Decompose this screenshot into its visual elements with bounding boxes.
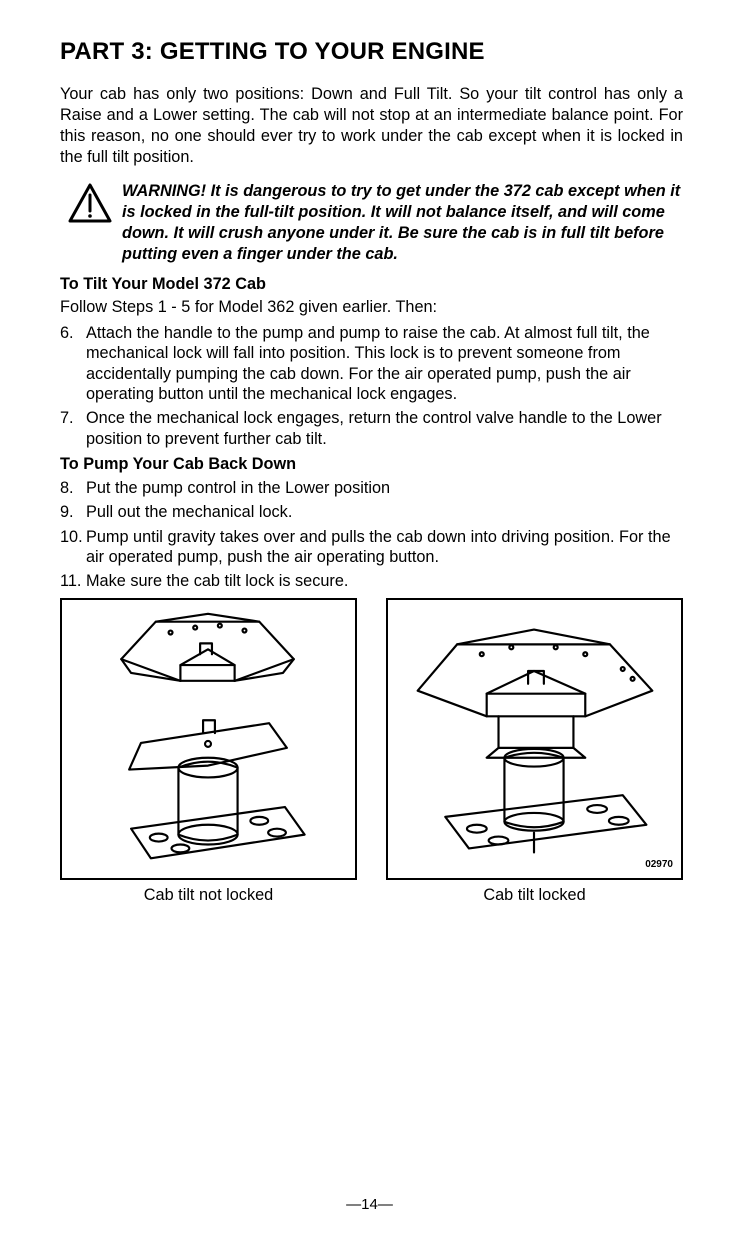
step-number: 11. [60, 571, 86, 591]
step-text: Put the pump control in the Lower positi… [86, 478, 683, 498]
step-number: 9. [60, 502, 86, 522]
down-steps: 8. Put the pump control in the Lower pos… [60, 478, 683, 592]
figure-left-caption: Cab tilt not locked [60, 886, 357, 905]
step-number: 8. [60, 478, 86, 498]
step-text: Make sure the cab tilt lock is secure. [86, 571, 683, 591]
figure-right-caption: Cab tilt locked [386, 886, 683, 905]
list-item: 7. Once the mechanical lock engages, ret… [60, 408, 683, 449]
part-title: PART 3: GETTING TO YOUR ENGINE [60, 38, 683, 66]
diagram-cab-tilt-not-locked-icon [62, 600, 355, 878]
step-text: Once the mechanical lock engages, return… [86, 408, 683, 449]
down-heading: To Pump Your Cab Back Down [60, 455, 683, 474]
page-container: PART 3: GETTING TO YOUR ENGINE Your cab … [0, 0, 739, 1241]
intro-paragraph: Your cab has only two positions: Down an… [60, 84, 683, 167]
step-number: 7. [60, 408, 86, 449]
figure-left: Cab tilt not locked [60, 598, 357, 905]
diagram-cab-tilt-locked-icon [388, 600, 681, 878]
tilt-steps: 6. Attach the handle to the pump and pum… [60, 323, 683, 449]
tilt-lead: Follow Steps 1 - 5 for Model 362 given e… [60, 298, 683, 317]
step-text: Pull out the mechanical lock. [86, 502, 683, 522]
figure-left-box [60, 598, 357, 880]
step-text: Pump until gravity takes over and pulls … [86, 527, 683, 568]
warning-block: WARNING! It is dangerous to try to get u… [60, 181, 683, 264]
figures-row: Cab tilt not locked [60, 598, 683, 905]
step-text: Attach the handle to the pump and pump t… [86, 323, 683, 404]
page-number: —14— [0, 1196, 739, 1213]
list-item: 9. Pull out the mechanical lock. [60, 502, 683, 522]
list-item: 11. Make sure the cab tilt lock is secur… [60, 571, 683, 591]
list-item: 8. Put the pump control in the Lower pos… [60, 478, 683, 498]
figure-number: 02970 [645, 859, 673, 870]
list-item: 10. Pump until gravity takes over and pu… [60, 527, 683, 568]
warning-icon [68, 183, 112, 223]
warning-text: WARNING! It is dangerous to try to get u… [122, 181, 683, 264]
step-number: 6. [60, 323, 86, 404]
tilt-heading: To Tilt Your Model 372 Cab [60, 275, 683, 294]
figure-right-box: 02970 [386, 598, 683, 880]
step-number: 10. [60, 527, 86, 568]
figure-right: 02970 Cab tilt locked [386, 598, 683, 905]
list-item: 6. Attach the handle to the pump and pum… [60, 323, 683, 404]
